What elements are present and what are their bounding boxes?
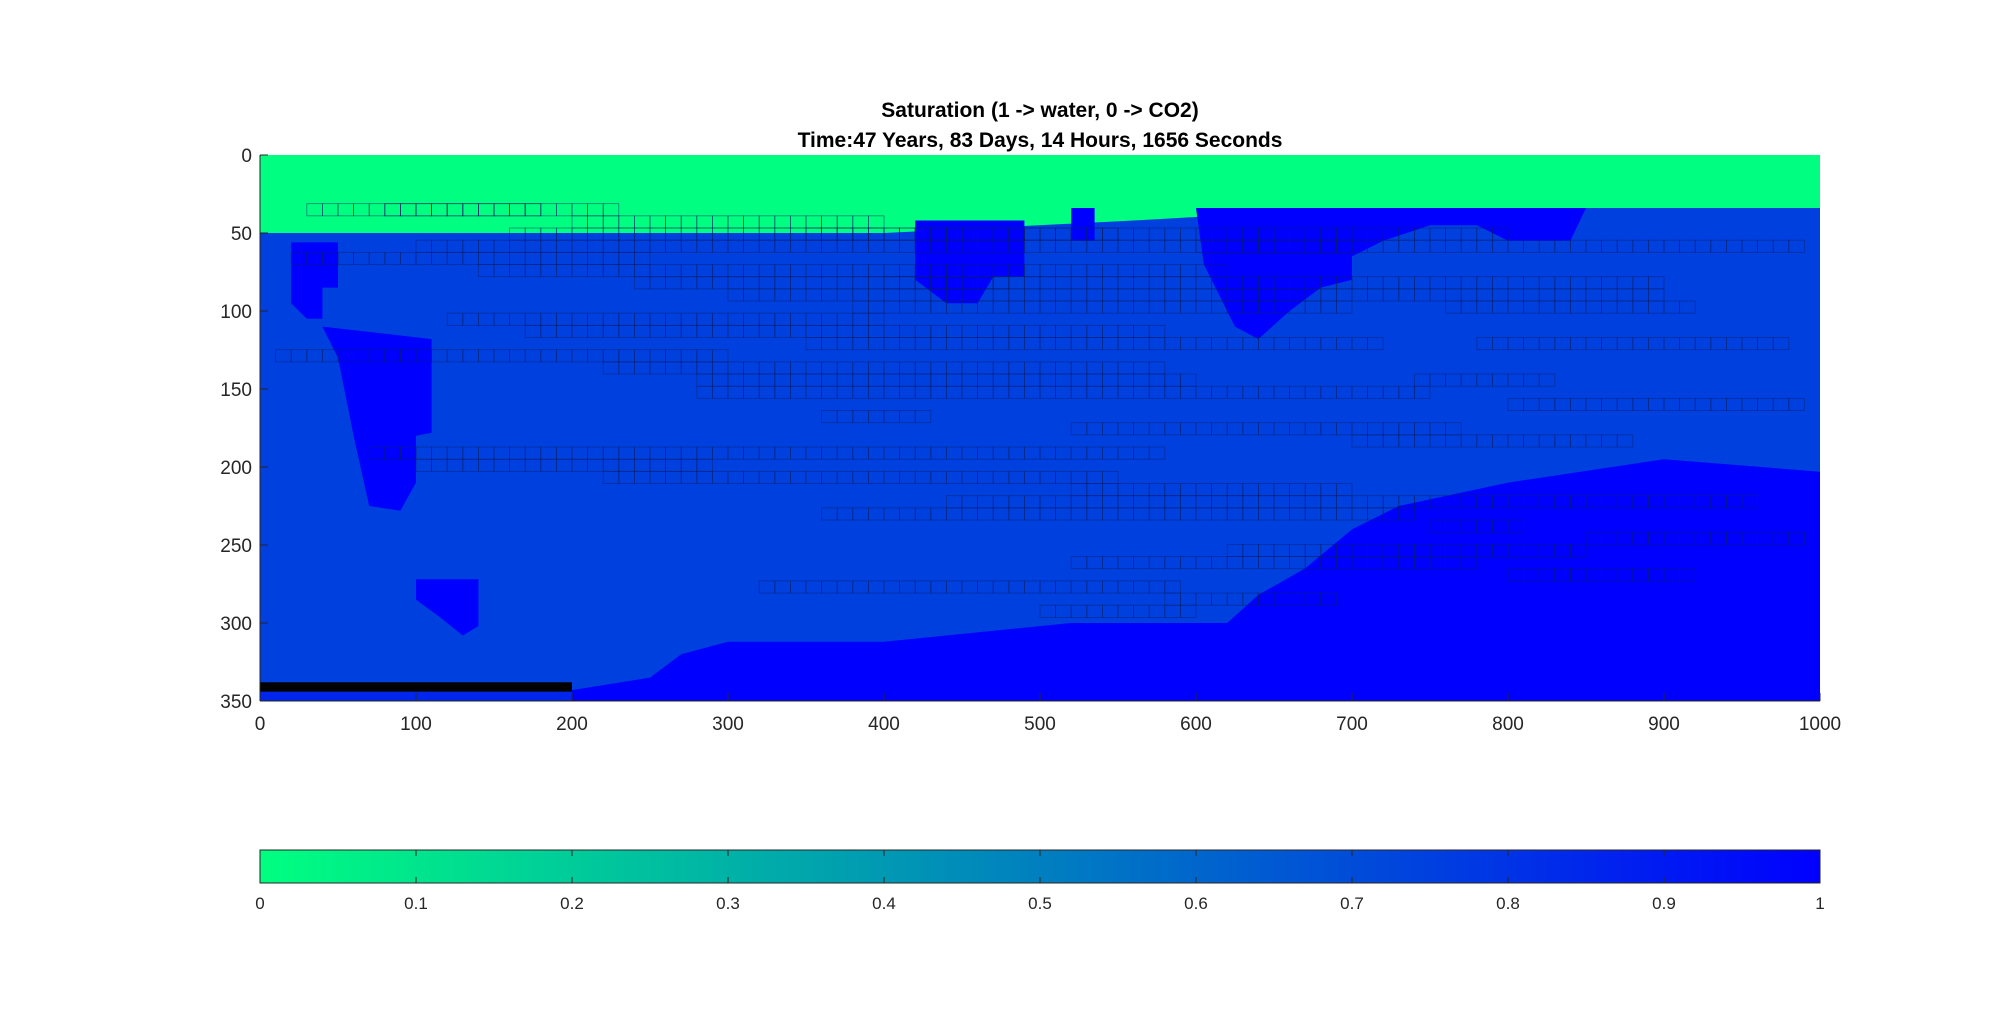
x-tick-label: 400 (868, 714, 900, 735)
x-tick-label: 700 (1336, 714, 1368, 735)
saturation-region-left-plume (322, 326, 432, 511)
mesh-cell (1679, 568, 1696, 582)
y-tick-label: 300 (220, 614, 252, 635)
colorbar-tick-label: 0.4 (872, 894, 896, 913)
colorbar-tick-label: 0.1 (404, 894, 428, 913)
mesh-cell (1788, 531, 1805, 545)
x-tick-label: 1000 (1799, 714, 1841, 735)
colorbar-tick-label: 1 (1815, 894, 1824, 913)
mesh-cell (1570, 543, 1587, 557)
mesh-cell (1772, 337, 1790, 351)
mesh-cell (1788, 397, 1805, 411)
mesh-cell (1414, 385, 1431, 399)
y-tick-label: 0 (241, 146, 252, 167)
saturation-region-plume-700-850 (1352, 208, 1586, 257)
mesh-cell (1336, 300, 1353, 314)
saturation-region-lower-left-lens (416, 579, 479, 636)
x-tick-label: 500 (1024, 714, 1056, 735)
x-tick-label: 200 (556, 714, 588, 735)
mesh-cell (1398, 507, 1415, 521)
colorbar: 0 0.1 0.2 0.3 0.4 0.5 0.6 0.7 0.8 0.9 1 (255, 849, 1825, 913)
x-tick-label: 0 (255, 714, 266, 735)
mesh-cell (1679, 300, 1696, 314)
mesh-cell (1507, 519, 1525, 533)
mesh-cell (1538, 373, 1556, 387)
colorbar-tick-label: 0.7 (1340, 894, 1364, 913)
mesh-cell (1460, 556, 1478, 570)
black-bar (260, 682, 572, 692)
mesh-cell (1180, 604, 1197, 618)
mesh-cell (1788, 239, 1805, 253)
chart-title: Saturation (1 -> water, 0 -> CO2) (881, 99, 1198, 122)
y-tick-label: 150 (220, 380, 252, 401)
y-tick-label: 50 (231, 224, 252, 245)
colorbar-tick-label: 0.5 (1028, 894, 1052, 913)
y-tick-label: 200 (220, 458, 252, 479)
colorbar-tick-label: 0 (255, 894, 264, 913)
saturation-region-plume-525 (1071, 208, 1095, 241)
x-axis: 0 100 200 300 400 500 600 700 800 900 1000 (255, 693, 1841, 735)
x-tick-label: 300 (712, 714, 744, 735)
heatmap-plot (260, 155, 1820, 701)
mesh-cell (914, 410, 932, 424)
colorbar-tick-label: 0.2 (560, 894, 584, 913)
mesh-cell (1367, 337, 1384, 351)
x-tick-label: 800 (1492, 714, 1524, 735)
y-tick-label: 100 (220, 302, 252, 323)
saturation-region-co2-cap-left (260, 155, 1820, 233)
mesh-cell (1741, 495, 1759, 509)
saturation-region-left-column-upper (291, 242, 338, 319)
saturation-region-plume-600-700 (1196, 208, 1352, 340)
chart-subtitle: Time:47 Years, 83 Days, 14 Hours, 1656 S… (798, 129, 1283, 152)
colorbar-tick-label: 0.6 (1184, 894, 1208, 913)
mesh-cell (1148, 446, 1166, 460)
mesh-cell (1616, 434, 1634, 448)
saturation-region-plume-420-500 (915, 220, 1025, 304)
colorbar-tick-label: 0.3 (716, 894, 740, 913)
colorbar-tick-label: 0.9 (1652, 894, 1676, 913)
y-tick-label: 350 (220, 692, 252, 713)
y-axis: 0 50 100 150 200 250 300 350 (220, 146, 268, 713)
y-tick-label: 250 (220, 536, 252, 557)
x-tick-label: 900 (1648, 714, 1680, 735)
x-tick-label: 100 (400, 714, 432, 735)
x-tick-label: 600 (1180, 714, 1212, 735)
colorbar-tick-label: 0.8 (1496, 894, 1520, 913)
mesh-cell (1320, 592, 1337, 606)
